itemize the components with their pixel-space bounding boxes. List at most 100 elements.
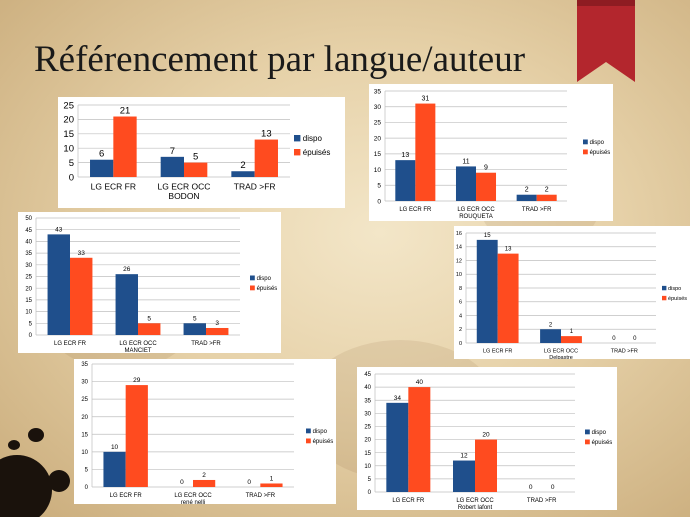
bar-dispo	[395, 160, 416, 201]
x-category-label: TRAD >FR	[246, 493, 276, 499]
data-label: 13	[261, 129, 272, 140]
y-tick-label: 2	[459, 327, 462, 333]
bar-dispo	[476, 239, 498, 343]
y-tick-label: 20	[374, 135, 382, 142]
legend-swatch	[294, 149, 301, 156]
data-label: 1	[270, 475, 274, 482]
y-tick-label: 5	[85, 468, 89, 474]
bar-dispo	[183, 323, 206, 335]
legend-label: dispo	[668, 286, 681, 292]
legend-label: épuisés	[257, 286, 278, 292]
y-tick-label: 15	[364, 451, 371, 457]
y-tick-label: 20	[63, 115, 74, 126]
bar-dispo	[453, 460, 475, 492]
data-label: 6	[99, 149, 104, 160]
data-label: 43	[55, 226, 63, 233]
bar-epuises	[206, 327, 229, 335]
data-label: 5	[147, 315, 151, 322]
y-tick-label: 20	[25, 286, 32, 292]
data-label: 2	[525, 187, 529, 194]
y-tick-label: 0	[85, 485, 89, 491]
legend-swatch	[306, 438, 311, 444]
y-tick-label: 6	[459, 300, 462, 306]
data-label: 40	[416, 379, 424, 386]
x-category-label: LG ECR FR	[110, 493, 143, 499]
bar-epuises	[415, 103, 436, 201]
y-tick-label: 25	[63, 100, 74, 111]
legend-swatch	[662, 295, 667, 301]
y-tick-label: 5	[29, 321, 33, 327]
legend-label: dispo	[313, 429, 328, 435]
x-category-label: LG ECR FR	[399, 207, 432, 213]
y-tick-label: 10	[364, 464, 371, 470]
y-tick-label: 25	[81, 397, 88, 403]
legend-label: dispo	[592, 430, 607, 436]
data-label: 9	[484, 165, 488, 172]
y-tick-label: 4	[459, 313, 462, 319]
bookmark-ribbon-icon	[577, 0, 635, 82]
legend-swatch	[583, 139, 588, 145]
bar-dispo	[540, 329, 561, 343]
data-label: 0	[633, 336, 637, 342]
y-tick-label: 10	[63, 144, 74, 155]
slide-title: Référencement par langue/auteur	[34, 39, 526, 80]
x-category-label: TRAD >FR	[611, 349, 638, 355]
x-category-label: Delpastre	[549, 355, 573, 359]
y-tick-label: 0	[69, 172, 74, 183]
legend-swatch	[583, 149, 588, 155]
data-label: 0	[180, 479, 184, 486]
y-tick-label: 15	[81, 432, 88, 438]
x-category-label: LG ECR FR	[91, 182, 136, 192]
y-tick-label: 45	[364, 372, 371, 378]
data-label: 10	[111, 444, 119, 451]
x-category-label: rené nelli	[181, 500, 205, 504]
x-category-label: ROUQUETA	[459, 214, 493, 220]
bar-epuises	[497, 253, 519, 343]
y-tick-label: 25	[364, 425, 371, 431]
x-category-label: LG ECR OCC	[544, 349, 578, 355]
bar-dispo	[115, 274, 138, 335]
data-label: 3	[215, 320, 219, 327]
data-label: 0	[551, 484, 555, 491]
data-label: 29	[133, 377, 141, 384]
bar-chart-5: 0 5 10 15 20 25 30 35 40 45 34 40 LG ECR FR 12 20 LG EC…	[364, 372, 613, 510]
data-label: 26	[123, 266, 131, 273]
bar-epuises	[476, 172, 497, 201]
legend-label: épuisés	[592, 440, 613, 446]
y-tick-label: 0	[29, 333, 33, 339]
y-tick-label: 30	[374, 104, 382, 111]
x-category-label: Robert lafont	[458, 505, 493, 510]
data-label: 31	[421, 96, 429, 103]
chart-panel-manciet: 0 5 10 15 20 25 30 35 40 45 50 43 33 LG ECR FR 26 5 LG E…	[18, 212, 281, 353]
bar-epuises	[184, 162, 208, 177]
y-tick-label: 35	[374, 88, 382, 95]
chart-panel-nelli: 0 5 10 15 20 25 30 35 10 29 LG ECR FR 0 2 LG ECR OCC r…	[74, 359, 336, 504]
legend-label: dispo	[257, 276, 272, 282]
bar-epuises	[125, 385, 148, 487]
data-label: 20	[482, 432, 490, 439]
x-category-label: LG ECR OCC	[119, 341, 157, 347]
y-tick-label: 35	[364, 398, 371, 404]
chart-panel-rouqueta: 0 5 10 15 20 25 30 35 13 31 LG ECR FR 11 9 LG ECR OCC…	[369, 84, 613, 221]
bar-epuises	[138, 323, 161, 335]
x-category-label: LG ECR FR	[392, 498, 425, 504]
data-label: 5	[193, 315, 197, 322]
ink-blot-icon	[0, 455, 52, 517]
data-label: 5	[193, 152, 198, 163]
y-tick-label: 50	[25, 216, 32, 222]
bar-dispo	[455, 166, 476, 201]
x-category-label: LG ECR OCC	[174, 493, 212, 499]
x-category-label: LG ECR OCC	[456, 498, 494, 504]
y-tick-label: 35	[25, 251, 32, 257]
data-label: 2	[549, 322, 553, 328]
y-tick-label: 10	[81, 450, 88, 456]
legend-label: dispo	[303, 134, 323, 143]
x-category-label: BODON	[168, 191, 199, 201]
y-tick-label: 10	[456, 272, 462, 278]
data-label: 2	[202, 472, 206, 479]
y-tick-label: 16	[456, 231, 462, 237]
y-tick-label: 14	[456, 245, 462, 251]
